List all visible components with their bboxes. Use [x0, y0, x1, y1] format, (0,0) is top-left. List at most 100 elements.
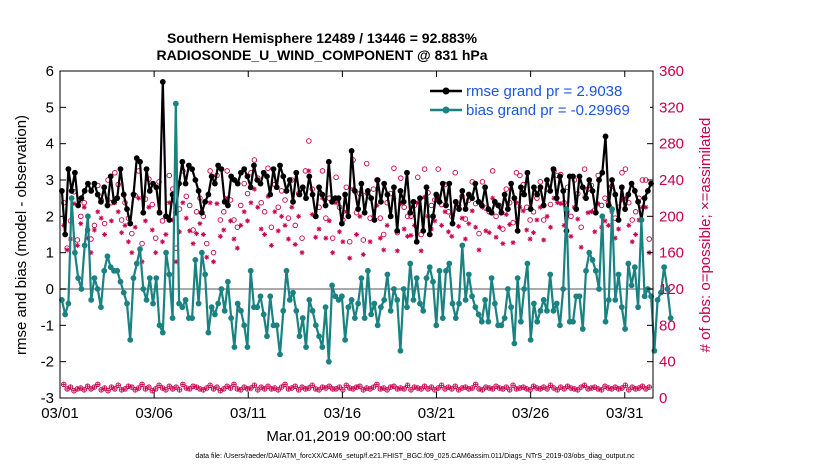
bias-point — [622, 326, 628, 332]
bias-point — [439, 315, 446, 321]
obs-bottom-assimilated-point — [88, 386, 93, 391]
bias-point — [319, 344, 326, 351]
obs-assimilated-point — [367, 239, 373, 245]
obs-bottom-assimilated-point — [248, 386, 253, 391]
y2-tick-label: 280 — [659, 136, 684, 153]
y-tick-label: -3 — [41, 390, 54, 407]
bias-point — [443, 267, 449, 274]
rmse-point — [527, 206, 534, 212]
bias-point — [322, 304, 329, 311]
bias-point — [459, 242, 466, 249]
obs-assimilated-point — [633, 232, 639, 237]
obs-assimilated-point — [183, 215, 189, 221]
bias-point — [618, 304, 625, 311]
bias-point — [208, 304, 215, 311]
obs-assimilated-point — [125, 239, 131, 245]
chart-title-line1: Southern Hemisphere 12489 / 13446 = 92.8… — [167, 30, 478, 46]
obs-assimilated-point — [513, 200, 519, 206]
bias-point — [462, 297, 469, 303]
bias-point — [290, 289, 296, 296]
obs-bottom-possible-point — [404, 382, 411, 389]
obs-assimilated-point — [398, 201, 404, 207]
rmse-point — [514, 227, 521, 234]
obs-assimilated-point — [214, 201, 220, 207]
obs-possible-point — [581, 166, 588, 172]
obs-bottom-possible-point — [129, 384, 135, 390]
bias-point — [544, 307, 550, 314]
obs-assimilated-point — [449, 233, 455, 239]
bias-point — [277, 351, 283, 358]
obs-bottom-possible-point — [391, 383, 397, 389]
obs-bottom-possible-point — [190, 383, 196, 389]
bias-point — [404, 304, 410, 311]
y-tick-label: 6 — [46, 63, 54, 80]
rmse-point — [293, 169, 300, 176]
rmse-point — [504, 206, 511, 212]
rmse-point — [218, 166, 225, 173]
obs-possible-point — [203, 240, 210, 247]
obs-bottom-assimilated-point — [163, 387, 168, 392]
rmse-point — [247, 184, 254, 191]
rmse-point — [426, 231, 433, 238]
obs-possible-point — [629, 217, 635, 223]
obs-bottom-assimilated-point — [276, 387, 281, 392]
obs-bottom-possible-point — [483, 384, 489, 390]
obs-bottom-possible-point — [398, 385, 404, 391]
obs-bottom-possible-point — [61, 381, 67, 388]
obs-bottom-assimilated-point — [68, 385, 73, 390]
obs-possible-point — [343, 184, 350, 191]
obs-bottom-assimilated-point — [575, 387, 580, 392]
rmse-point — [573, 206, 580, 212]
rmse-point — [153, 184, 160, 191]
obs-bottom-possible-point — [415, 385, 421, 391]
rmse-point — [351, 188, 358, 194]
obs-possible-point — [493, 213, 499, 220]
legend-rmse-label: rmse grand pr = 2.9038 — [466, 83, 622, 100]
bias-point — [293, 307, 300, 314]
obs-assimilated-point — [132, 224, 138, 230]
rmse-point — [319, 191, 326, 198]
bias-point — [182, 297, 189, 303]
rmse-point — [635, 198, 641, 205]
rmse-point — [384, 191, 391, 198]
rmse-point — [137, 158, 143, 165]
bias-point — [661, 264, 668, 271]
obs-bottom-possible-point — [639, 383, 646, 389]
obs-bottom-possible-point — [95, 381, 101, 388]
obs-assimilated-point — [405, 233, 411, 239]
bias-point — [225, 278, 231, 285]
obs-bottom-possible-point — [105, 387, 111, 394]
obs-bottom-possible-point — [231, 381, 237, 388]
bias-point — [338, 293, 345, 300]
bias-point — [283, 267, 290, 274]
obs-bottom-assimilated-point — [565, 384, 570, 389]
obs-bottom-possible-point — [101, 385, 108, 391]
bias-point — [65, 300, 72, 307]
rmse-point — [202, 198, 209, 205]
obs-possible-point — [435, 166, 441, 172]
rmse-point — [622, 206, 628, 212]
bias-point — [423, 275, 430, 281]
obs-possible-point — [510, 219, 516, 226]
obs-bottom-assimilated-point — [408, 387, 413, 392]
obs-possible-point — [220, 209, 227, 215]
obs-bottom-assimilated-point — [443, 386, 448, 391]
obs-bottom-assimilated-point — [61, 382, 66, 387]
obs-assimilated-point — [459, 215, 465, 221]
obs-bottom-possible-point — [135, 385, 142, 391]
obs-assimilated-point — [619, 197, 625, 203]
obs-bottom-possible-point — [615, 386, 622, 392]
obs-assimilated-point — [207, 200, 213, 206]
obs-possible-point — [333, 174, 339, 181]
obs-bottom-possible-point — [84, 383, 91, 389]
obs-possible-point — [476, 230, 482, 237]
rmse-point — [456, 206, 462, 212]
obs-bottom-possible-point — [282, 381, 288, 388]
obs-assimilated-point — [190, 241, 196, 247]
bias-point — [192, 257, 199, 263]
rmse-point — [482, 184, 488, 191]
obs-bottom-possible-point — [122, 386, 128, 392]
obs-bottom-assimilated-point — [180, 382, 185, 387]
bias-point — [62, 311, 69, 318]
